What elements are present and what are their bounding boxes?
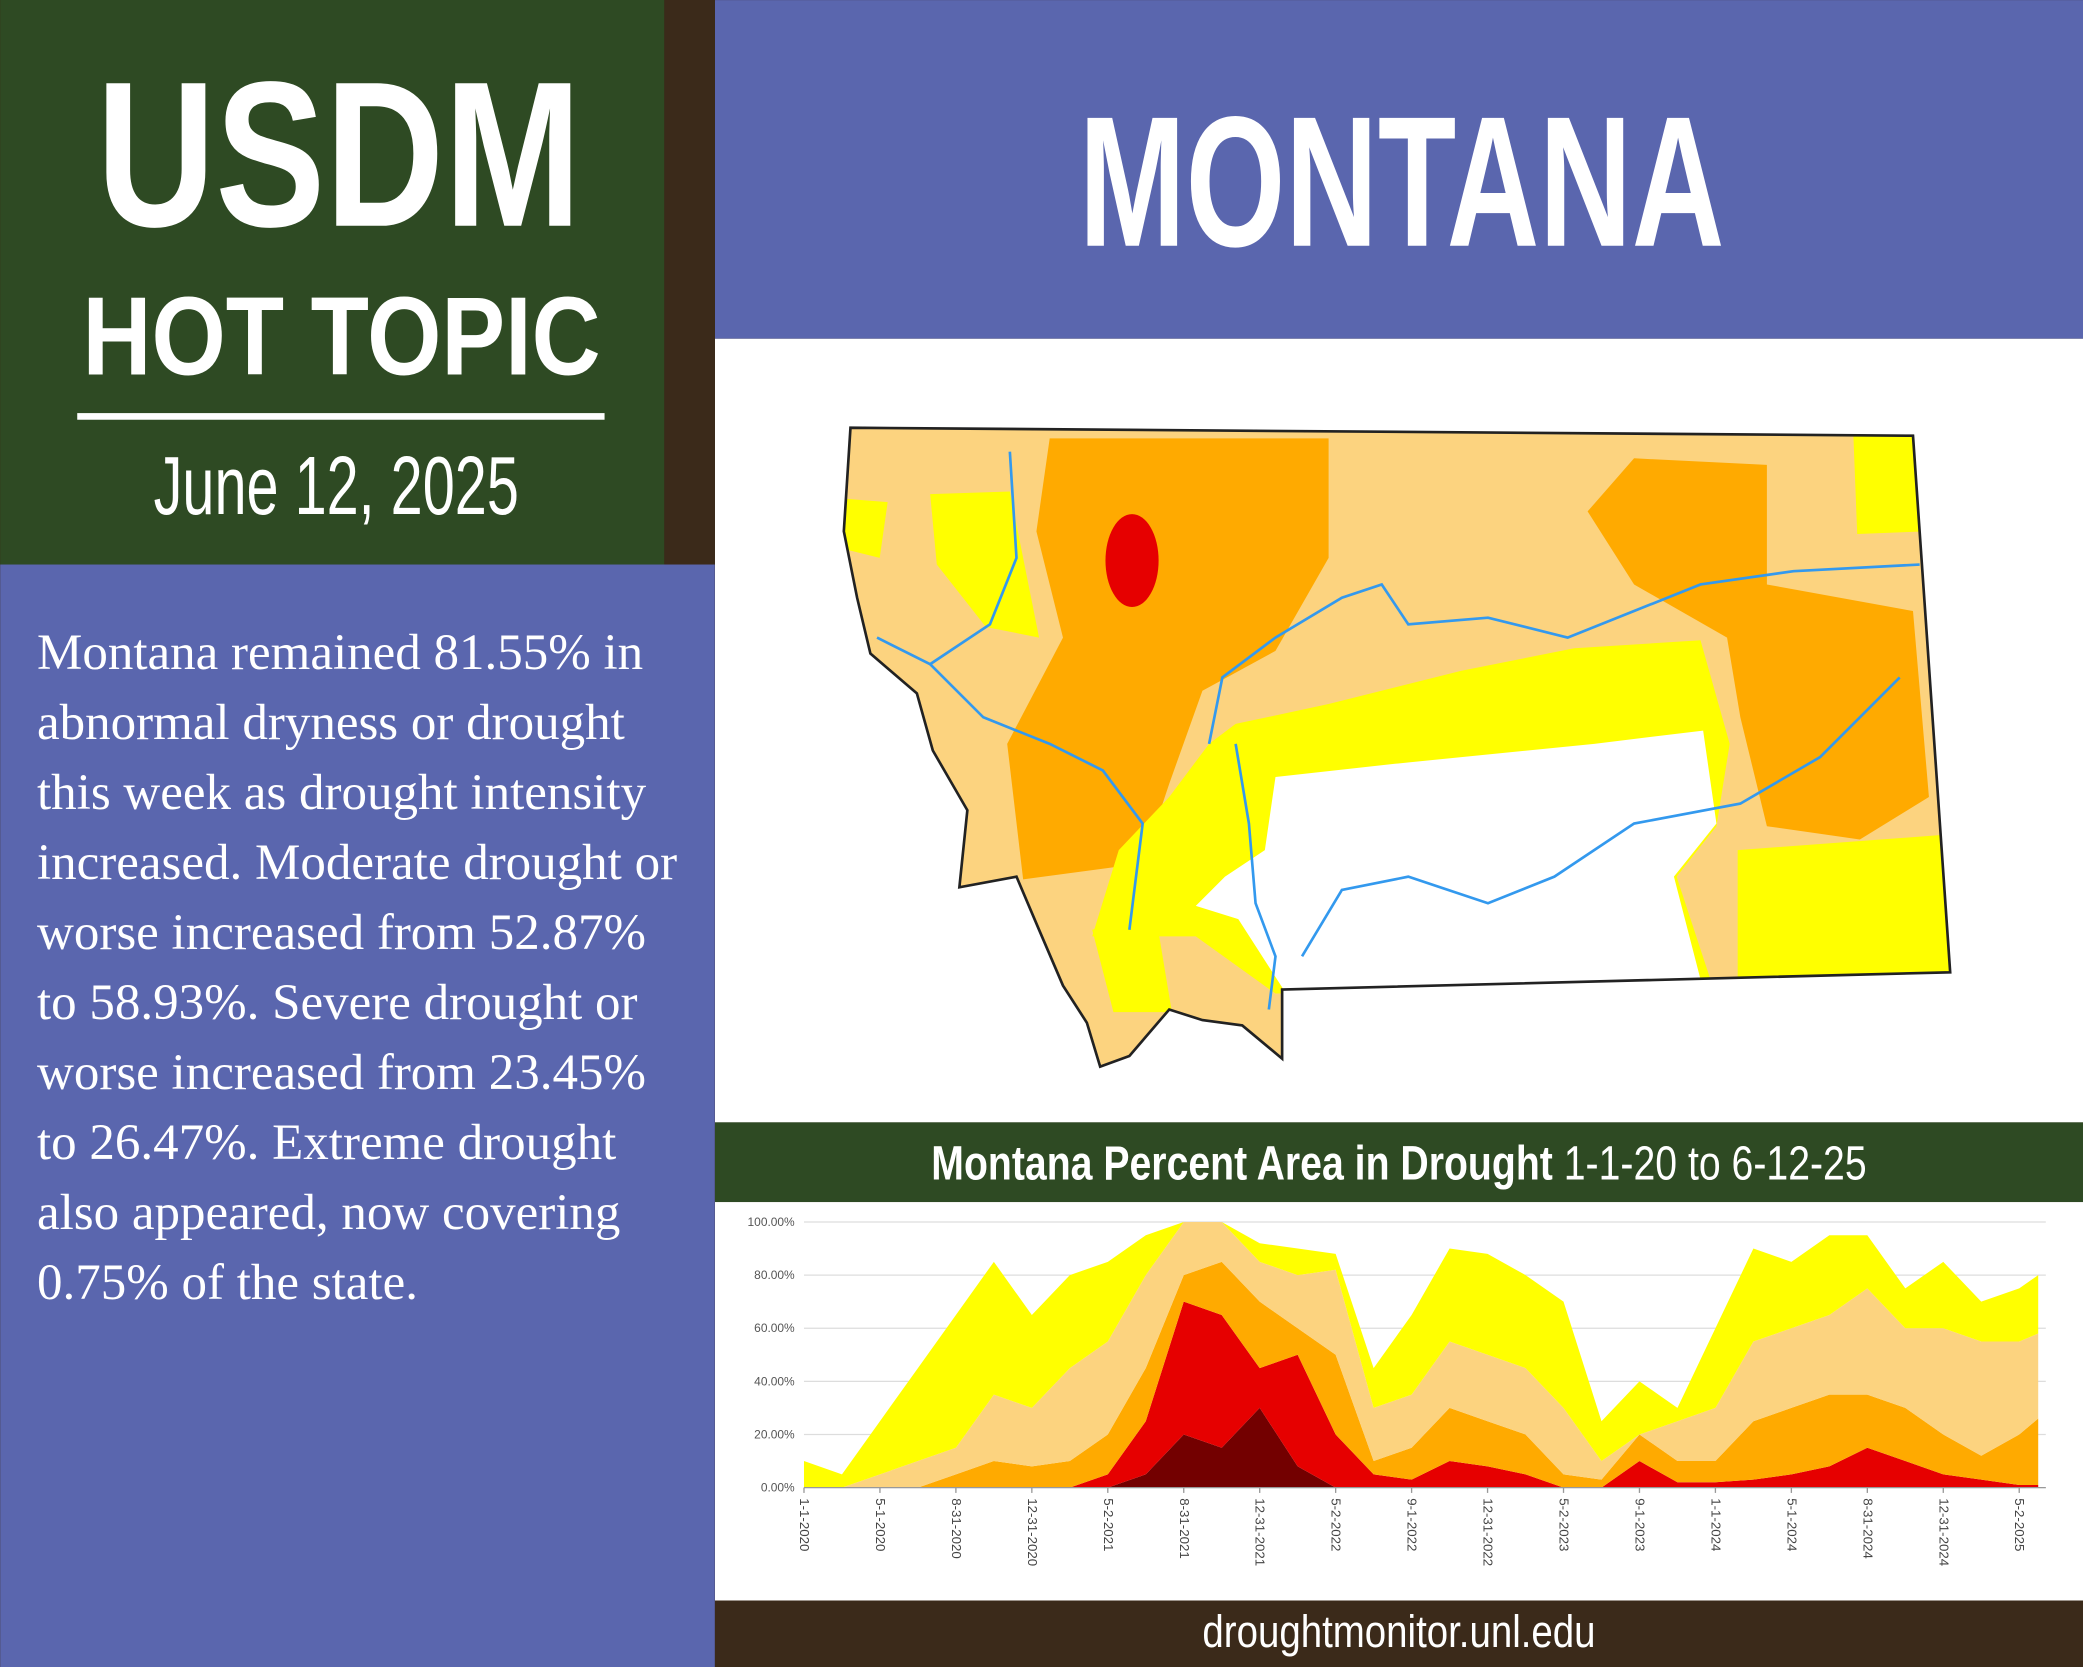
x-tick-label: 8-31-2020 <box>949 1498 964 1558</box>
map-none <box>1195 730 1717 994</box>
x-tick-label: 5-2-2022 <box>1329 1498 1344 1551</box>
y-tick-label: 0.00% <box>761 1481 795 1495</box>
map-d0 <box>930 491 1040 638</box>
header-date: June 12, 2025 <box>154 440 519 532</box>
plot: 0.00% 20.00% 40.00% 60.00% 80.00% 100.00% 1-1-… <box>748 1215 2046 1566</box>
x-tick-label: 12-31-2020 <box>1025 1498 1040 1566</box>
map-d0 <box>1853 431 1927 535</box>
x-tick-label: 1-1-2020 <box>797 1498 812 1551</box>
map-d2 <box>1587 458 1929 840</box>
map-d2 <box>1007 438 1329 880</box>
river <box>1207 563 1920 745</box>
river <box>1300 676 1901 958</box>
river <box>876 451 1018 666</box>
header-line2: HOT TOPIC <box>83 274 601 399</box>
y-tick-label: 20.00% <box>754 1427 795 1441</box>
map-d0 <box>843 498 888 558</box>
map-d0 <box>1737 834 1951 986</box>
underline <box>77 413 605 420</box>
map-d0 <box>1092 916 1172 1013</box>
rivers <box>876 451 1920 1010</box>
area <box>803 1221 2039 1488</box>
body-text: Montana remained 81.55% in abnormal dryn… <box>37 625 678 1311</box>
chart-title: Montana Percent Area in Drought <box>931 1137 1553 1191</box>
x-tick-label: 5-2-2021 <box>1101 1498 1116 1551</box>
x-tick-label: 9-1-2022 <box>1405 1498 1420 1551</box>
chart-title-bar <box>715 1122 2083 1203</box>
state-title: MONTANA <box>1079 79 1724 286</box>
chart-heading-text: Montana Percent Area in Drought 1-1-20 t… <box>931 1137 1866 1191</box>
footer-bar <box>715 1600 2083 1667</box>
x-tick-label: 5-1-2020 <box>873 1498 888 1551</box>
left-panel: USDM HOT TOPIC June 12, 2025 <box>0 0 715 1667</box>
header-box <box>0 0 665 565</box>
footer: droughtmonitor.unl.edu <box>1202 1606 1595 1657</box>
river <box>929 663 1145 930</box>
x-tick-label: 8-31-2021 <box>1177 1498 1192 1558</box>
y-tick-label: 80.00% <box>754 1268 795 1282</box>
divider <box>664 0 715 565</box>
x-tick-label: 12-31-2024 <box>1936 1498 1951 1566</box>
y-tick-label: 100.00% <box>748 1215 796 1229</box>
chart-subtitle: 1-1-20 to 6-12-25 <box>1564 1137 1867 1191</box>
river <box>1234 743 1277 1010</box>
y-tick-label: 40.00% <box>754 1374 795 1388</box>
state-banner <box>715 0 2083 339</box>
x-tick-label: 12-31-2021 <box>1253 1498 1268 1566</box>
right-panel: MONTANA Montana Percent Area in Drought … <box>715 0 2083 1667</box>
area <box>803 1301 2039 1488</box>
area <box>803 1261 2039 1488</box>
x-tick-label: 12-31-2022 <box>1481 1498 1496 1566</box>
x-tick-label: 8-31-2024 <box>1860 1498 1875 1558</box>
y-tick-label: 60.00% <box>754 1321 795 1335</box>
x-tick-label: 9-1-2023 <box>1632 1498 1647 1551</box>
drought-map <box>843 427 1951 1067</box>
text-box <box>0 564 715 1667</box>
x-tick-label: 1-1-2024 <box>1708 1498 1723 1551</box>
x-tick-label: 5-2-2023 <box>1557 1498 1572 1551</box>
header-line1: USDM <box>96 38 581 270</box>
map-d3 <box>1105 514 1159 608</box>
x-tick-label: 5-1-2024 <box>1784 1498 1799 1551</box>
area <box>803 1221 2039 1488</box>
x-tick-label: 5-2-2025 <box>2012 1498 2027 1551</box>
chart-heading: Montana Percent Area in Drought 1-1-20 t… <box>931 1137 1866 1191</box>
